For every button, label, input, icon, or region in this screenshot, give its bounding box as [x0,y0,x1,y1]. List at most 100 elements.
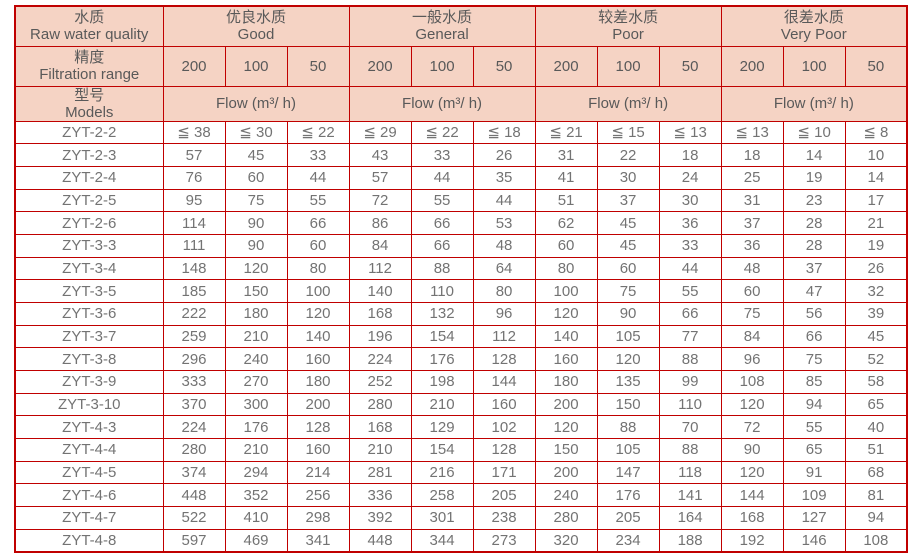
model-cell: ZYT-3-3 [14,233,164,258]
flow-value-cell: 128 [472,347,536,371]
flow-value-cell: 341 [286,528,350,553]
flow-unit-header: Flow (m³/ h) [720,85,908,122]
flow-value-cell: 281 [348,460,412,485]
flow-value-cell: 135 [596,369,660,394]
flow-value-cell: 240 [534,483,598,507]
table-row: ZYT-3-8 296 240 160 224 176 128 160 120 88 96 75 52 [14,347,908,371]
table-row: ZYT-4-5 374 294 214 281 216 171 200 147 118 120 91 6… [14,460,908,485]
flow-value-cell: 43 [348,143,412,167]
flow-value-cell: 146 [782,528,846,553]
flow-value-cell: 597 [162,528,226,553]
model-cell: ZYT-2-4 [14,165,164,190]
flow-value-cell: 301 [410,505,474,530]
flow-value-cell: 224 [348,347,412,371]
flow-value-cell: ≦ 38 [162,120,226,145]
flow-value-cell: 102 [472,415,536,439]
flow-value-cell: 205 [472,483,536,507]
flow-value-cell: 72 [720,415,784,439]
model-cell: ZYT-2-2 [14,120,164,145]
flow-value-cell: ≦ 29 [348,120,412,145]
flow-unit-header: Flow (m³/ h) [162,85,350,122]
model-cell: ZYT-4-7 [14,505,164,530]
filtration-range-header: 精度 Filtration range [14,45,164,87]
flow-value-cell: 296 [162,347,226,371]
quality-group-header: 一般水质 General [348,5,536,47]
filtration-range-zh: 精度 [74,49,105,66]
flow-value-cell: 110 [658,392,722,417]
flow-value-cell: 68 [844,460,908,485]
flow-value-cell: 164 [658,505,722,530]
flow-value-cell: 28 [782,211,846,235]
flow-value-cell: 41 [534,165,598,190]
flow-value-cell: 70 [658,415,722,439]
flow-value-cell: 31 [720,188,784,213]
flow-value-cell: 88 [410,256,474,281]
flow-value-cell: 180 [224,301,288,326]
flow-value-cell: 26 [472,143,536,167]
flow-value-cell: 19 [782,165,846,190]
table-row: ZYT-3-10 370 300 200 280 210 160 200 150 110 120 94… [14,392,908,417]
flow-value-cell: 336 [348,483,412,507]
flow-value-cell: 90 [596,301,660,326]
quality-group-zh: 很差水质 [783,9,844,27]
quality-group-en: General [415,26,469,44]
flow-value-cell: 258 [410,483,474,507]
flow-value-cell: 280 [534,505,598,530]
flow-value-cell: 210 [224,324,288,349]
flow-value-cell: 154 [410,437,474,462]
flow-value-cell: 55 [782,415,846,439]
flow-value-cell: 105 [596,437,660,462]
flow-value-cell: 36 [658,211,722,235]
flow-value-cell: 80 [286,256,350,281]
flow-value-cell: 21 [844,211,908,235]
flow-value-cell: 33 [658,233,722,258]
flow-value-cell: 111 [162,233,226,258]
flow-value-cell: 60 [224,165,288,190]
flow-value-cell: 94 [844,505,908,530]
model-cell: ZYT-2-6 [14,211,164,235]
flow-value-cell: 216 [410,460,474,485]
filtration-value-header: 200 [720,45,784,87]
flow-value-cell: 118 [658,460,722,485]
filtration-value-header: 50 [286,45,350,87]
flow-value-cell: 129 [410,415,474,439]
flow-value-cell: 80 [534,256,598,281]
flow-value-cell: 90 [224,233,288,258]
flow-value-cell: 448 [162,483,226,507]
table-row: ZYT-3-6 222 180 120 168 132 96 120 90 66 75 56 39 [14,301,908,326]
flow-value-cell: 84 [348,233,412,258]
flow-value-cell: 72 [348,188,412,213]
flow-value-cell: 52 [844,347,908,371]
flow-value-cell: 75 [224,188,288,213]
table-row: ZYT-4-8 597 469 341 448 344 273 320 234 188 192 146… [14,528,908,553]
flow-value-cell: 55 [658,279,722,303]
flow-value-cell: 75 [720,301,784,326]
flow-value-cell: 370 [162,392,226,417]
table-row: ZYT-3-3 111 90 60 84 66 48 60 45 33 36 28 19 [14,233,908,258]
flow-value-cell: 85 [782,369,846,394]
flow-value-cell: 17 [844,188,908,213]
flow-value-cell: 160 [534,347,598,371]
flow-value-cell: 39 [844,301,908,326]
flow-value-cell: 160 [286,437,350,462]
models-header: 型号 Models [14,85,164,122]
flow-value-cell: 53 [472,211,536,235]
filtration-value-header: 100 [410,45,474,87]
table-row: ZYT-4-6 448 352 256 336 258 205 240 176 141 144 109… [14,483,908,507]
flow-value-cell: 410 [224,505,288,530]
flow-value-cell: 14 [844,165,908,190]
flow-value-cell: 150 [596,392,660,417]
flow-value-cell: 132 [410,301,474,326]
flow-value-cell: ≦ 22 [286,120,350,145]
quality-group-zh: 优良水质 [226,9,287,27]
flow-value-cell: 120 [534,301,598,326]
flow-value-cell: 120 [224,256,288,281]
flow-value-cell: 75 [596,279,660,303]
model-cell: ZYT-3-7 [14,324,164,349]
flow-value-cell: 109 [782,483,846,507]
flow-value-cell: 180 [534,369,598,394]
flow-value-cell: 51 [534,188,598,213]
flow-value-cell: 352 [224,483,288,507]
flow-value-cell: 30 [658,188,722,213]
